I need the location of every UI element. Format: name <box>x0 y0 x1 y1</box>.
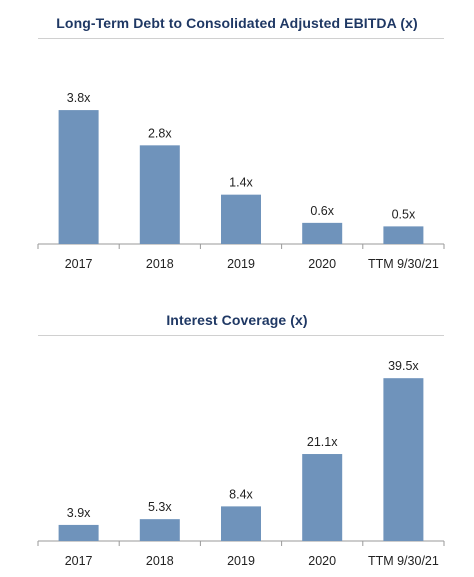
bar-2020 <box>302 222 343 244</box>
x-tick-label: 2020 <box>308 554 336 568</box>
bar-2017 <box>58 524 99 541</box>
bar-2018 <box>139 145 180 244</box>
x-tick-label: 2018 <box>146 257 174 271</box>
chart-title: Long-Term Debt to Consolidated Adjusted … <box>56 15 418 31</box>
bar-2017 <box>58 110 99 244</box>
bar-ttm-9-30-21 <box>383 378 424 541</box>
x-tick-label: 2019 <box>227 554 255 568</box>
value-label: 3.8x <box>67 91 91 105</box>
x-tick-label: 2020 <box>308 257 336 271</box>
interest-coverage-plot: 3.9x 2017 5.3x 2018 8.4x 2019 21.1x 2020 39.5x TT… <box>37 359 445 568</box>
value-label: 8.4x <box>229 487 253 501</box>
title-divider <box>38 38 444 39</box>
x-tick-label: TTM 9/30/21 <box>368 257 439 271</box>
x-tick-label: 2018 <box>146 554 174 568</box>
debt-to-ebitda-plot: 3.8x 2017 2.8x 2018 1.4x 2019 0.6x 2020 0.5x TTM … <box>37 91 445 271</box>
x-tick-label: 2019 <box>227 257 255 271</box>
x-tick-label: 2017 <box>65 554 93 568</box>
value-label: 0.5x <box>392 207 416 221</box>
value-label: 21.1x <box>307 435 338 449</box>
bar-2020 <box>302 454 343 541</box>
value-label: 3.9x <box>67 506 91 520</box>
debt-to-ebitda-chart: Long-Term Debt to Consolidated Adjusted … <box>37 15 445 271</box>
value-label: 39.5x <box>388 359 419 373</box>
value-label: 2.8x <box>148 126 172 140</box>
bar-2019 <box>221 506 261 541</box>
x-tick-label: TTM 9/30/21 <box>368 554 439 568</box>
chart-title: Interest Coverage (x) <box>166 312 308 328</box>
title-divider <box>38 335 444 336</box>
bar-2019 <box>221 194 261 244</box>
x-tick-label: 2017 <box>65 257 93 271</box>
value-label: 5.3x <box>148 500 172 514</box>
value-label: 0.6x <box>310 204 334 218</box>
bar-2018 <box>139 519 180 541</box>
bar-ttm-9-30-21 <box>383 226 424 244</box>
interest-coverage-chart: Interest Coverage (x) 3.9x 2017 5.3x 2018 8.… <box>0 300 474 577</box>
value-label: 1.4x <box>229 176 253 190</box>
